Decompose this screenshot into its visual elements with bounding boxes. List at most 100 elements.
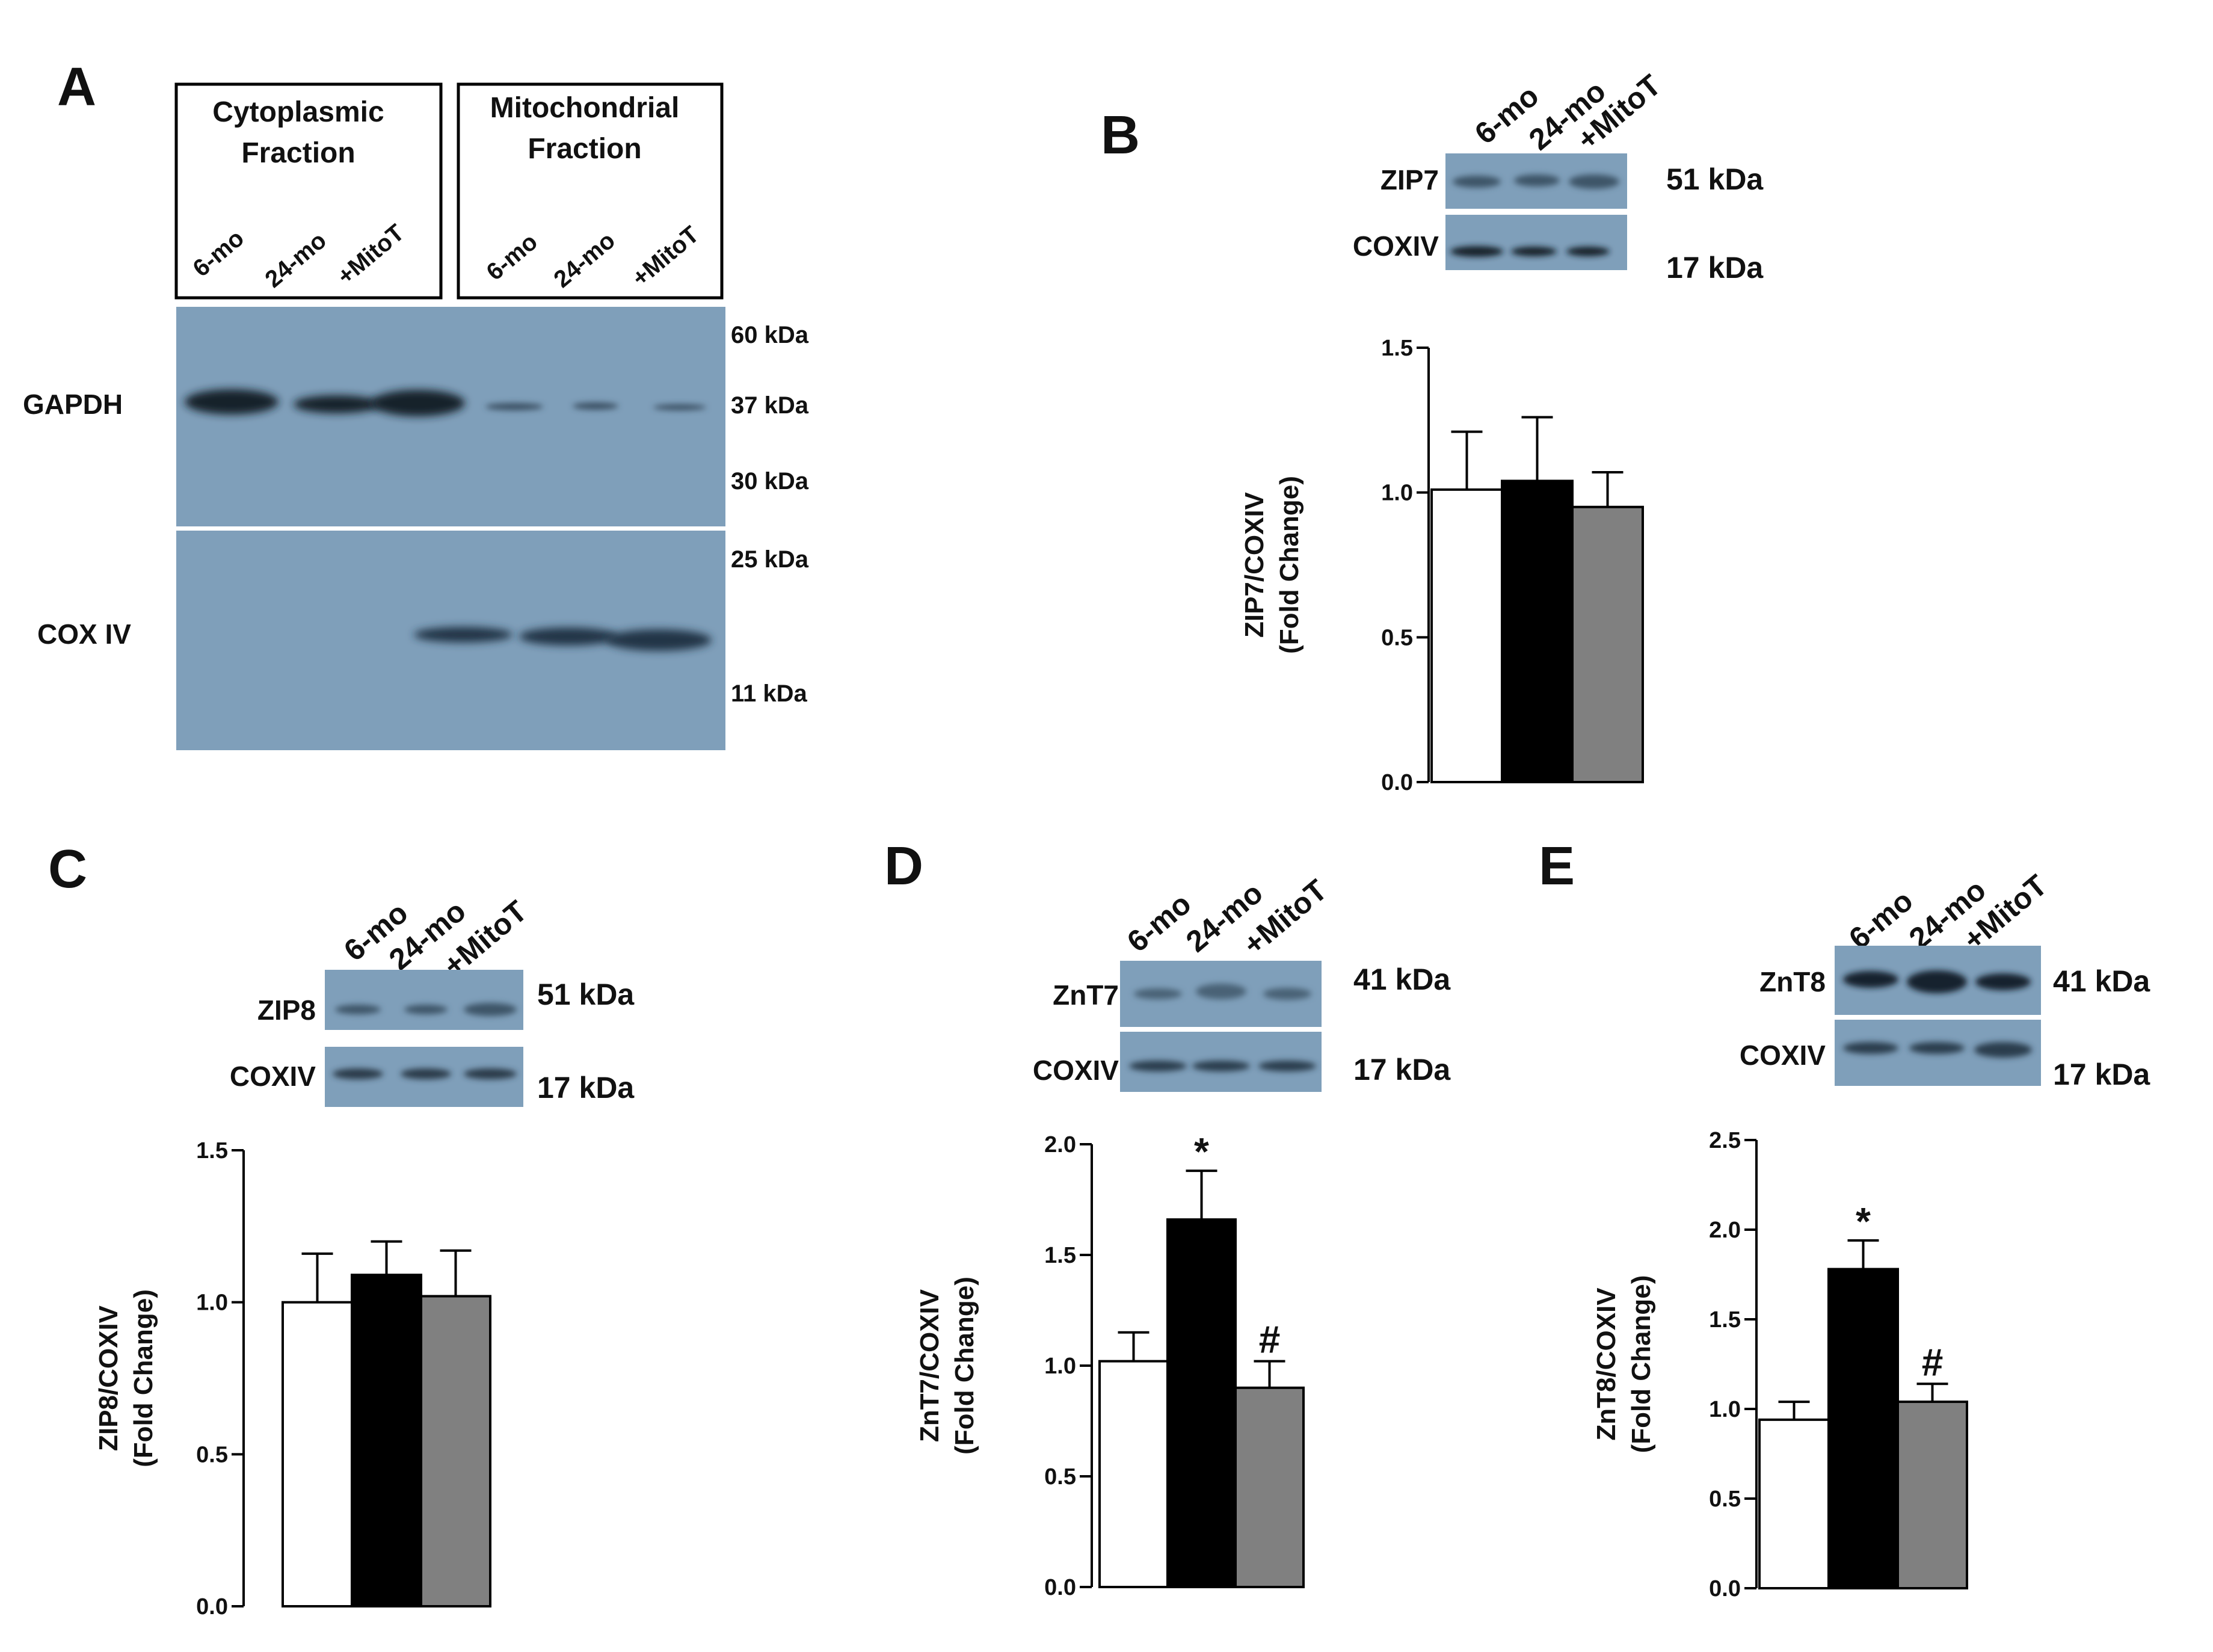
mito-label-line2: Fraction <box>528 133 641 165</box>
y-tick-label: 0.5 <box>196 1442 228 1467</box>
coxiv-d-label: COXIV <box>1033 1055 1119 1086</box>
y-axis-label: ZIP8/COXIV <box>94 1305 123 1451</box>
y-axis-label: ZIP7/COXIV <box>1240 492 1269 638</box>
y-tick-label: 0.0 <box>1044 1575 1076 1600</box>
zip7-kda: 51 kDa <box>1666 162 1764 196</box>
lane-a-cyto-24mo: 24-mo <box>260 227 332 292</box>
coxiv-c-band <box>333 1068 383 1079</box>
gapdh-band <box>573 402 618 410</box>
gapdh-band <box>185 389 279 415</box>
gapdh-label: GAPDH <box>23 389 123 420</box>
coxiv-d-band <box>1258 1061 1316 1071</box>
coxiv-b-band <box>1511 247 1557 256</box>
coxiv-e-bands <box>1843 1042 2032 1058</box>
marker-11kda: 11 kDa <box>731 680 808 707</box>
bar-+MitoT <box>420 1295 491 1608</box>
chart-d-znt7: 0.0 0.5 1.0 1.5 2.0 ZnT7/COXIV (Fold Change) * # <box>915 1130 1305 1600</box>
gapdh-band <box>485 403 543 410</box>
panel-letter-b: B <box>1101 105 1140 165</box>
y-tick-label: 2.0 <box>1709 1218 1741 1243</box>
lane-d-6mo: 6-mo <box>1121 887 1198 959</box>
zip7-bands <box>1453 174 1619 189</box>
y-tick-label: 1.5 <box>196 1138 228 1163</box>
znt8-kda: 41 kDa <box>2053 964 2150 998</box>
marker-60kda: 60 kDa <box>731 322 809 348</box>
significance-hash: # <box>1259 1318 1281 1361</box>
coxiv-b-blot <box>1445 215 1627 270</box>
y-tick-label: 2.5 <box>1709 1128 1741 1153</box>
zip7-band <box>1453 176 1501 188</box>
zip8-kda: 51 kDa <box>537 978 635 1011</box>
znt8-band <box>1843 971 1898 988</box>
coxiv-b-band <box>1450 246 1503 257</box>
bar-24-mo <box>1166 1218 1237 1588</box>
coxiv-d-bands <box>1129 1061 1316 1071</box>
panel-e: E 6-mo 24-mo +MitoT ZnT8 COXIV 41 kDa 17… <box>1539 836 2150 1091</box>
zip8-band <box>335 1005 381 1014</box>
lane-a-mito-6mo: 6-mo <box>482 229 543 286</box>
zip8-blot <box>325 970 523 1030</box>
coxiv-c-bands <box>333 1068 517 1079</box>
bar-+MitoT <box>1897 1401 1968 1590</box>
chart-e-znt8: 0.0 0.5 1.0 1.5 2.0 2.5 ZnT8/COXIV (Fold Change… <box>1592 1128 1968 1601</box>
znt7-kda: 41 kDa <box>1353 963 1451 996</box>
y-axis-label: (Fold Change) <box>129 1289 158 1467</box>
y-tick-label: 1.0 <box>1709 1397 1741 1422</box>
znt8-band <box>1907 970 1967 993</box>
panel-letter-e: E <box>1539 836 1575 896</box>
coxiv-b-label: COXIV <box>1353 230 1439 262</box>
y-tick-label: 1.5 <box>1709 1307 1741 1333</box>
marker-25kda: 25 kDa <box>731 546 809 573</box>
panel-letter-d: D <box>884 836 923 896</box>
bar-6-mo <box>1098 1360 1169 1588</box>
y-tick-label: 0.5 <box>1044 1464 1076 1490</box>
znt7-band <box>1196 984 1246 999</box>
lane-e-6mo: 6-mo <box>1842 884 1919 956</box>
bar-24-mo <box>351 1274 422 1608</box>
coxiv-b-bands <box>1450 246 1610 257</box>
cox-iv-band <box>606 629 712 651</box>
lane-a-cyto-mitot: +MitoT <box>333 220 410 290</box>
znt7-label: ZnT7 <box>1053 979 1119 1011</box>
znt8-label: ZnT8 <box>1759 966 1826 997</box>
bar-24-mo <box>1827 1268 1899 1590</box>
coxiv-b-kda: 17 kDa <box>1666 251 1764 285</box>
coxiv-e-band <box>1843 1042 1898 1054</box>
panel-a: A Cytoplasmic Fraction Mitochondrial Fra… <box>23 57 809 750</box>
zip7-band <box>1514 174 1560 186</box>
y-axis-label: (Fold Change) <box>1275 476 1304 654</box>
zip8-band <box>404 1005 448 1014</box>
coxiv-e-band <box>1909 1042 1965 1054</box>
y-axis-label: (Fold Change) <box>1627 1275 1656 1453</box>
bar-6-mo <box>1758 1418 1830 1589</box>
znt7-band <box>1134 988 1182 999</box>
coxiv-d-band <box>1192 1061 1250 1071</box>
coxiv-c-label: COXIV <box>230 1061 316 1092</box>
znt8-bands <box>1843 970 2031 993</box>
y-tick-label: 0.5 <box>1381 625 1413 650</box>
y-tick-label: 2.0 <box>1044 1132 1076 1157</box>
significance-asterisk: * <box>1194 1130 1209 1173</box>
znt7-bands <box>1134 984 1311 1000</box>
y-tick-label: 0.5 <box>1709 1487 1741 1512</box>
znt8-band <box>1975 973 2031 990</box>
coxiv-d-band <box>1129 1061 1187 1071</box>
significance-asterisk: * <box>1856 1200 1871 1243</box>
bar-6-mo <box>282 1301 353 1608</box>
znt7-band <box>1263 988 1311 1000</box>
cyto-label-line2: Fraction <box>241 137 355 169</box>
panel-d: D 6-mo 24-mo +MitoT ZnT7 COXIV 41 kDa 17… <box>884 836 1451 1092</box>
y-axis-label: ZnT8/COXIV <box>1592 1287 1621 1441</box>
y-tick-label: 1.5 <box>1044 1243 1076 1268</box>
bar-+MitoT <box>1571 505 1644 783</box>
lane-a-cyto-6mo: 6-mo <box>188 225 249 282</box>
significance-hash: # <box>1922 1340 1944 1384</box>
coxiv-c-band <box>401 1068 451 1079</box>
cyto-label-line1: Cytoplasmic <box>212 96 384 128</box>
coxiv-b-band <box>1566 247 1610 256</box>
bar-24-mo <box>1501 479 1574 783</box>
mitochondrial-fraction-box <box>457 82 724 300</box>
bar-+MitoT <box>1234 1386 1305 1589</box>
lane-a-mito-24mo: 24-mo <box>549 227 621 292</box>
cox-iv-bands <box>414 627 712 651</box>
